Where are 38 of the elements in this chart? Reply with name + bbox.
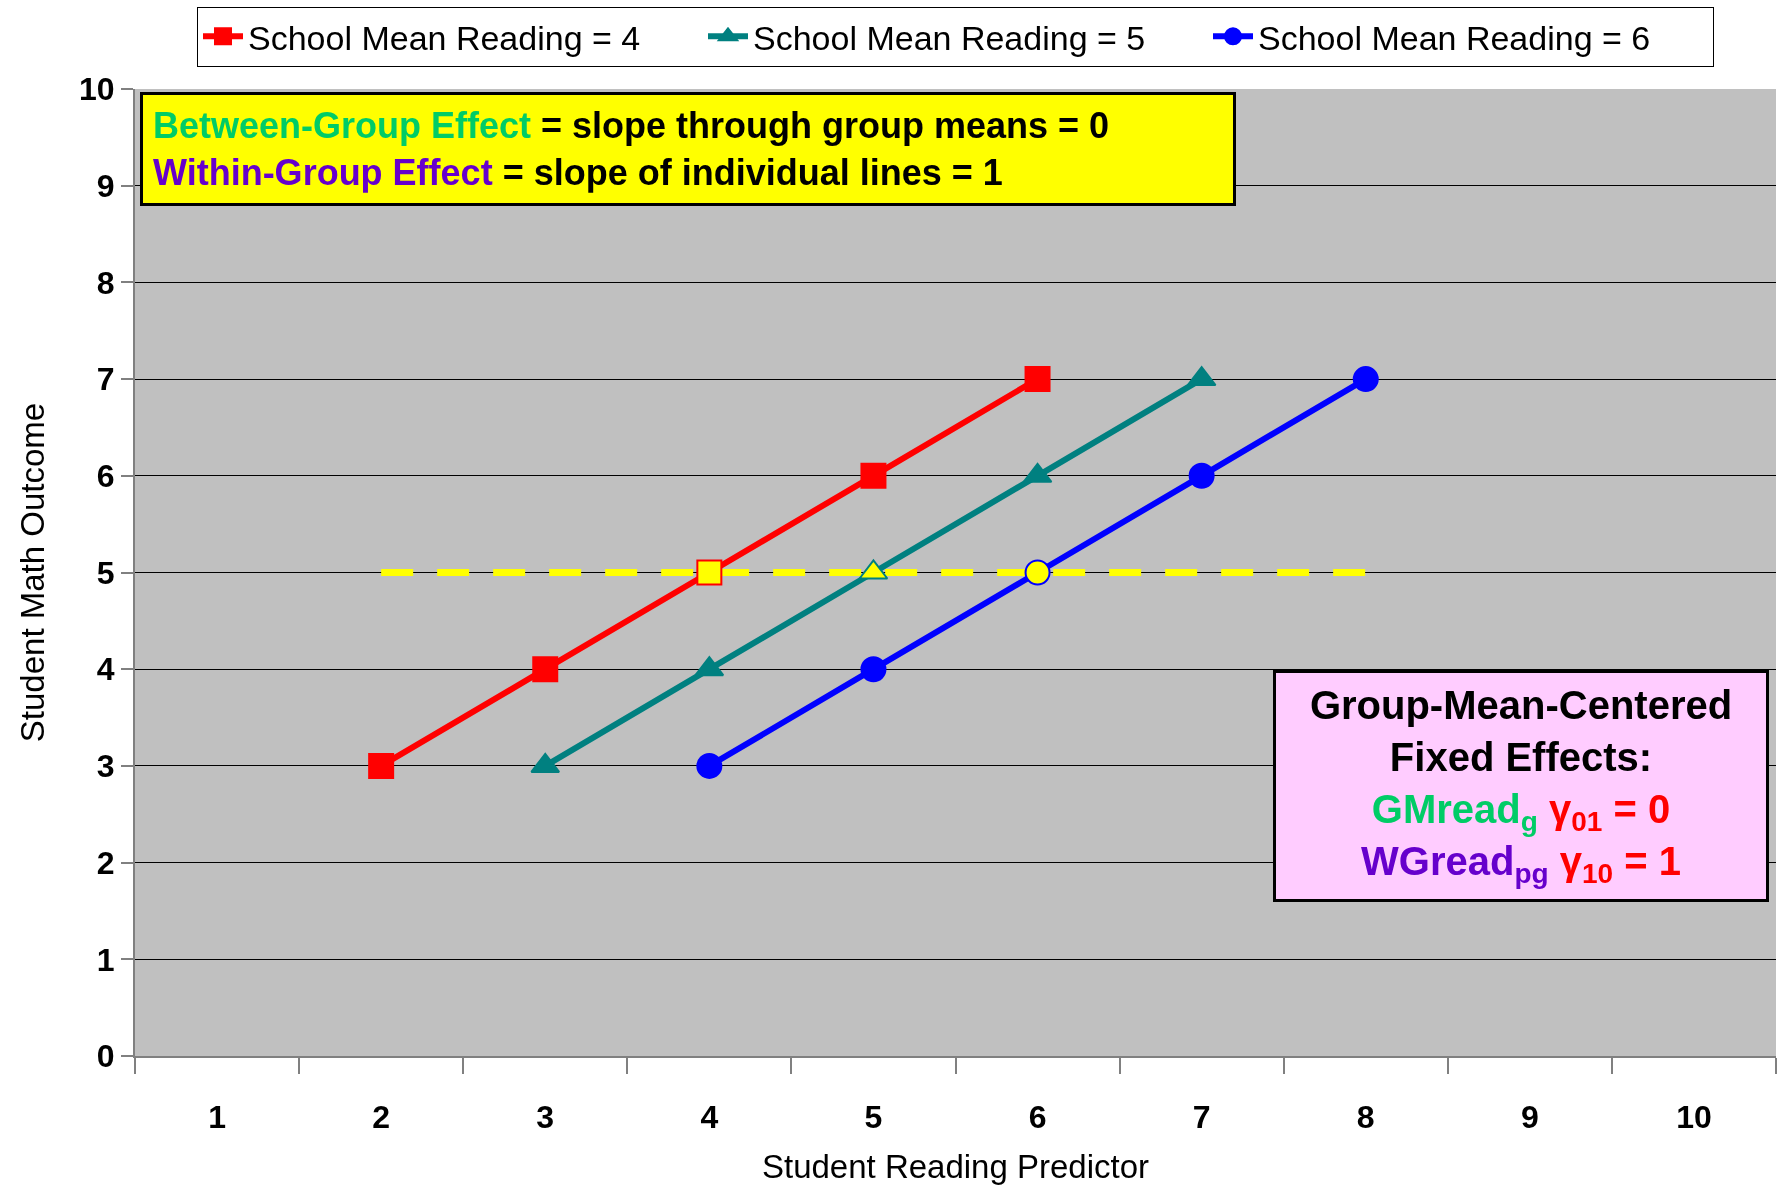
point [368, 752, 395, 779]
point [696, 752, 723, 779]
x-tick-label: 9 [1520, 1099, 1539, 1136]
point [860, 656, 887, 683]
x-tick-label: 6 [1028, 1099, 1047, 1136]
y-tick-label: 1 [96, 941, 115, 978]
legend-label: School Mean Reading = 5 [753, 18, 1146, 57]
x-tick-label: 8 [1356, 1099, 1375, 1136]
x-axis-title: Student Reading Predictor [761, 1147, 1150, 1185]
point [1024, 559, 1051, 586]
x-tick-label: 4 [700, 1099, 719, 1136]
point [1024, 366, 1051, 393]
point [1188, 462, 1215, 489]
x-tick-label: 3 [536, 1099, 555, 1136]
y-tick-label: 3 [96, 748, 115, 785]
x-tick-label: 1 [208, 1099, 226, 1136]
y-tick-label: 0 [96, 1038, 115, 1075]
x-tick-label: 2 [372, 1099, 391, 1136]
text: Group-Mean-Centered Fixed Effects: GMread$_{g}$ γ$_{01}$ = 0 WGread$_{pg}$ γ$_{10}$ = 1 [1309, 683, 1733, 890]
x-tick-label: 5 [864, 1099, 883, 1136]
y-tick-label: 9 [96, 167, 115, 204]
x-tick-label: 7 [1192, 1099, 1211, 1136]
y-tick-label: 8 [96, 264, 115, 301]
y-tick-label: 4 [96, 651, 115, 688]
y-axis-title: Student Math Outcome [14, 402, 52, 743]
text: Between-Group Effect = slope through group means = 0 Within-Group Effect = slope of individual lines = 1 [153, 105, 1110, 193]
point [696, 559, 723, 586]
point [532, 656, 559, 683]
point [860, 462, 887, 489]
y-tick-label: 6 [96, 458, 115, 494]
legend-label: School Mean Reading = 6 [1258, 18, 1651, 57]
y-tick-label: 7 [96, 361, 115, 398]
legend-label: School Mean Reading = 4 [248, 18, 641, 57]
y-tick-label: 5 [96, 554, 115, 591]
y-tick-label: 10 [79, 71, 115, 108]
y-tick-label: 2 [96, 844, 115, 881]
point [1352, 366, 1379, 393]
x-tick-label: 10 [1676, 1099, 1712, 1136]
